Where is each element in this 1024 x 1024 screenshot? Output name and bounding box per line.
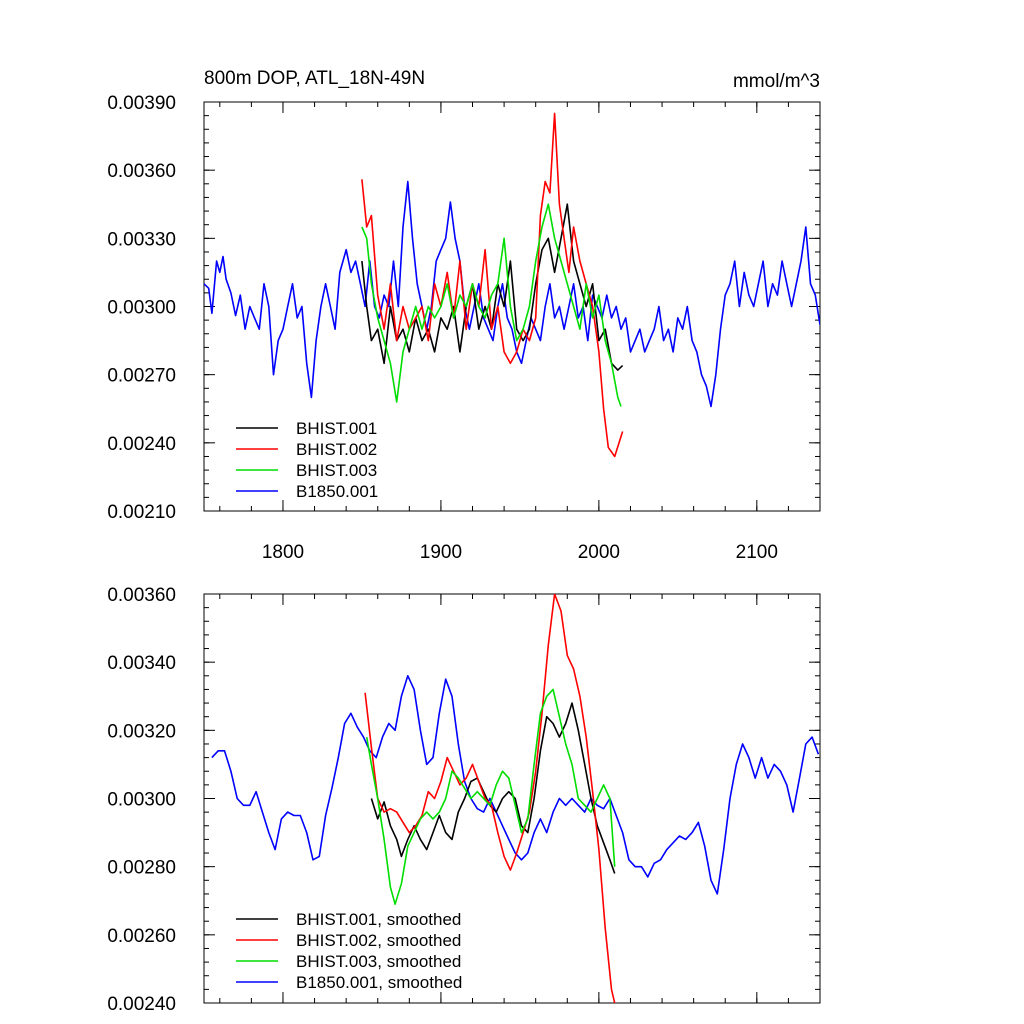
y-tick-label: 0.00320 — [107, 721, 176, 742]
y-tick-label: 0.00390 — [107, 93, 176, 114]
legend-label: BHIST.002 — [296, 440, 377, 459]
y-tick-label: 0.00260 — [107, 926, 176, 947]
series-line-1 — [364, 594, 616, 1003]
chart-title: 800m DOP, ATL_18N-49N — [204, 68, 425, 89]
y-tick-label: 0.00340 — [107, 653, 176, 674]
x-tick-label: 1900 — [420, 542, 462, 563]
y-tick-label: 0.00210 — [107, 502, 176, 523]
y-tick-label: 0.00280 — [107, 858, 176, 879]
legend-label: BHIST.001, smoothed — [296, 910, 461, 929]
x-tick-label: 2000 — [578, 542, 620, 563]
series-line-3 — [211, 675, 820, 895]
y-tick-label: 0.00240 — [107, 994, 176, 1015]
legend-label: BHIST.002, smoothed — [296, 931, 461, 950]
y-tick-label: 0.00270 — [107, 366, 176, 387]
series-line-3 — [204, 180, 820, 408]
legend-label: BHIST.003, smoothed — [296, 952, 461, 971]
bottom-panel: 0.00240 0.00260 0.00280 0.00300 0.00320 0.003… — [107, 585, 821, 1015]
top-panel: 1800 1900 2000 2100 0.00210 0.00240 0.00270 0.0… — [107, 93, 821, 563]
legend-label: BHIST.003 — [296, 461, 377, 480]
legend-label: B1850.001, smoothed — [296, 973, 462, 992]
y-tick-label: 0.00300 — [107, 298, 176, 319]
y-tick-label: 0.00360 — [107, 161, 176, 182]
x-tick-label: 1800 — [262, 542, 304, 563]
series-line-0 — [361, 203, 624, 371]
y-tick-label: 0.00240 — [107, 434, 176, 455]
y-tick-label: 0.00300 — [107, 790, 176, 811]
legend-label: BHIST.001 — [296, 419, 377, 438]
y-tick-label: 0.00330 — [107, 229, 176, 250]
series-line-1 — [361, 112, 624, 458]
legend-label: B1850.001 — [296, 482, 378, 501]
x-tick-label: 2100 — [736, 542, 778, 563]
series-line-2 — [361, 203, 622, 407]
series-line-2 — [365, 688, 616, 905]
y-tick-label: 0.00360 — [107, 585, 176, 606]
units-label: mmol/m^3 — [733, 71, 820, 92]
